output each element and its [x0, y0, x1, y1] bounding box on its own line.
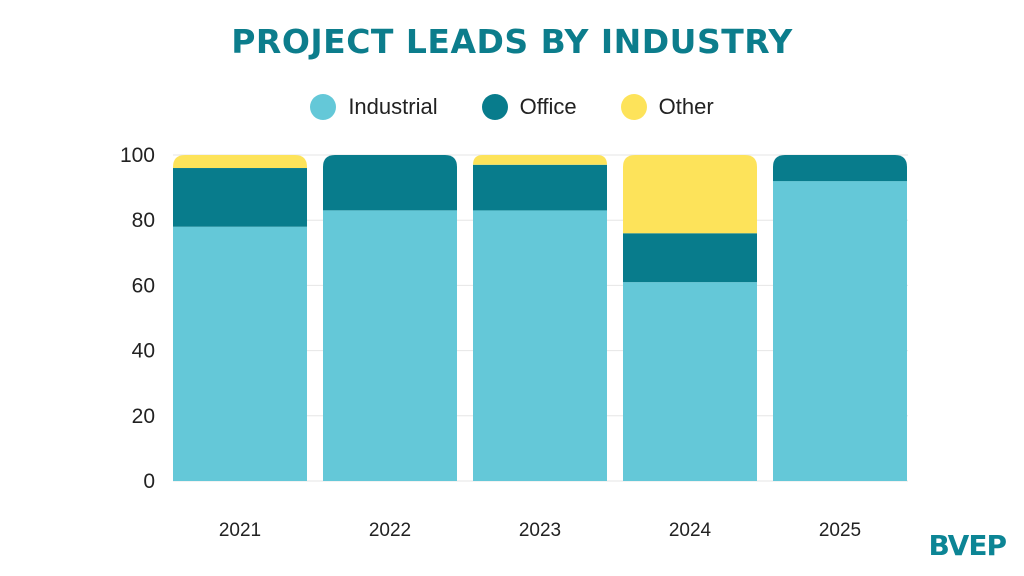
chart-legend: Industrial Office Other — [0, 94, 1024, 120]
bar-2021-other — [173, 155, 307, 169]
bar-2023-industrial — [473, 210, 607, 482]
bvep-logo: BVEP — [928, 529, 1007, 562]
y-tick-label-40: 40 — [132, 340, 155, 363]
legend-swatch-other — [620, 94, 647, 120]
bar-2024-industrial — [623, 282, 757, 481]
x-tick-label-2025: 2025 — [819, 520, 861, 541]
bar-2025-office — [773, 155, 907, 182]
x-tick-label-2022: 2022 — [369, 520, 411, 541]
bar-2022-industrial — [323, 210, 457, 482]
x-tick-label-2023: 2023 — [519, 520, 561, 541]
legend-item-industrial: Industrial — [310, 94, 438, 120]
legend-item-office: Office — [481, 94, 577, 120]
legend-swatch-office — [481, 94, 508, 120]
x-tick-label-2024: 2024 — [669, 520, 712, 541]
y-tick-label-60: 60 — [132, 274, 155, 297]
chart-title: PROJECT LEADS BY INDUSTRY — [231, 22, 793, 61]
bar-2024-other — [623, 155, 757, 234]
legend-label-industrial: Industrial — [348, 94, 438, 119]
bar-2023-office — [473, 164, 607, 211]
bar-2021-industrial — [173, 226, 307, 481]
legend-item-other: Other — [620, 94, 714, 120]
legend-label-other: Other — [658, 94, 714, 119]
bar-2024-office — [623, 233, 757, 283]
x-tick-label-2021: 2021 — [219, 520, 261, 541]
legend-label-office: Office — [519, 94, 577, 119]
bar-2022-office — [323, 155, 457, 211]
bar-2023-other — [473, 155, 607, 165]
y-tick-label-100: 100 — [120, 144, 155, 167]
y-tick-label-80: 80 — [132, 209, 155, 232]
bar-2025-industrial — [773, 181, 907, 481]
bar-2021-office — [173, 168, 307, 227]
legend-swatch-industrial — [310, 94, 337, 120]
y-tick-label-20: 20 — [132, 405, 155, 428]
y-tick-label-0: 0 — [143, 470, 155, 493]
